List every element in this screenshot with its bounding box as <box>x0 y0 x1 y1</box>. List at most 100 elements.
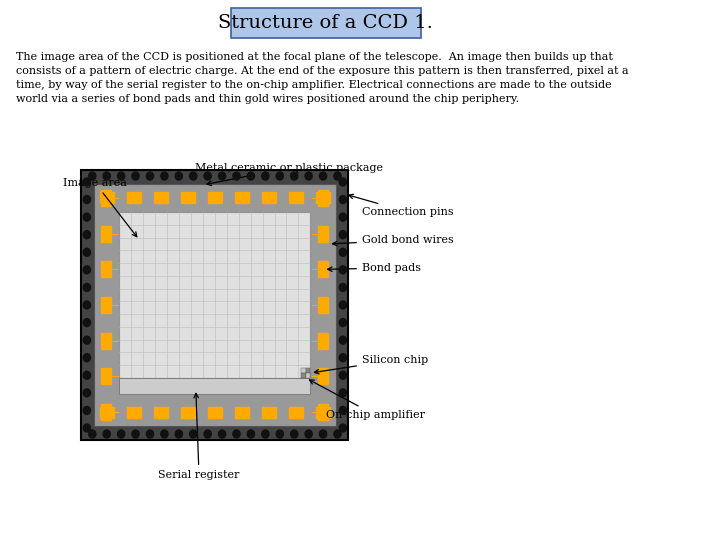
Bar <box>207 192 222 203</box>
Circle shape <box>233 172 240 180</box>
Text: Silicon chip: Silicon chip <box>315 355 428 374</box>
Circle shape <box>89 430 96 438</box>
Text: Connection pins: Connection pins <box>348 194 454 217</box>
Circle shape <box>339 195 346 204</box>
Bar <box>301 373 306 378</box>
Bar <box>318 368 328 384</box>
Circle shape <box>276 172 284 180</box>
Circle shape <box>189 172 197 180</box>
Bar <box>102 333 112 349</box>
Circle shape <box>339 284 346 292</box>
Bar <box>102 368 112 384</box>
Bar <box>318 333 328 349</box>
Bar <box>289 407 303 418</box>
Circle shape <box>334 430 341 438</box>
Text: On-chip amplifier: On-chip amplifier <box>310 380 425 420</box>
Circle shape <box>339 407 346 414</box>
Text: Bond pads: Bond pads <box>328 263 421 273</box>
Circle shape <box>339 372 346 379</box>
Circle shape <box>117 430 125 438</box>
Bar <box>318 226 328 242</box>
Circle shape <box>103 430 110 438</box>
Bar <box>316 407 330 418</box>
Text: Metal,ceramic or plastic package: Metal,ceramic or plastic package <box>194 163 382 186</box>
Bar <box>301 368 306 373</box>
Circle shape <box>146 172 153 180</box>
Circle shape <box>218 430 225 438</box>
Bar <box>181 192 195 203</box>
Circle shape <box>262 172 269 180</box>
Circle shape <box>247 172 255 180</box>
Bar <box>99 407 114 418</box>
Bar <box>207 407 222 418</box>
Circle shape <box>84 372 91 379</box>
Bar <box>99 192 114 203</box>
Bar <box>230 8 420 38</box>
Circle shape <box>161 430 168 438</box>
Circle shape <box>175 430 182 438</box>
Bar <box>102 297 112 313</box>
Circle shape <box>84 407 91 414</box>
Bar <box>120 212 310 378</box>
Bar <box>181 407 195 418</box>
Circle shape <box>84 336 91 344</box>
Circle shape <box>84 319 91 327</box>
Circle shape <box>84 354 91 362</box>
Circle shape <box>339 178 346 186</box>
Circle shape <box>218 172 225 180</box>
Bar <box>306 373 310 378</box>
Bar <box>261 192 276 203</box>
Circle shape <box>291 430 298 438</box>
Circle shape <box>339 336 346 344</box>
Circle shape <box>339 266 346 274</box>
Bar <box>318 261 328 278</box>
Bar <box>94 184 336 426</box>
Circle shape <box>146 430 153 438</box>
Circle shape <box>84 266 91 274</box>
Bar <box>81 170 348 440</box>
Circle shape <box>320 172 327 180</box>
Circle shape <box>291 172 298 180</box>
Bar <box>102 404 112 420</box>
Circle shape <box>89 172 96 180</box>
Bar <box>235 192 249 203</box>
Circle shape <box>305 430 312 438</box>
Circle shape <box>262 430 269 438</box>
Text: The image area of the CCD is positioned at the focal plane of the telescope.  An: The image area of the CCD is positioned … <box>17 52 629 104</box>
Circle shape <box>339 301 346 309</box>
Circle shape <box>84 389 91 397</box>
Bar <box>289 192 303 203</box>
Bar <box>153 192 168 203</box>
Circle shape <box>339 231 346 239</box>
Bar <box>318 297 328 313</box>
Circle shape <box>84 231 91 239</box>
Circle shape <box>132 172 139 180</box>
Circle shape <box>84 248 91 256</box>
Circle shape <box>334 172 341 180</box>
Circle shape <box>189 430 197 438</box>
Circle shape <box>84 424 91 432</box>
Bar <box>318 190 328 206</box>
Circle shape <box>204 430 211 438</box>
Bar <box>153 407 168 418</box>
Bar <box>316 192 330 203</box>
Circle shape <box>247 430 255 438</box>
Circle shape <box>103 172 110 180</box>
Circle shape <box>161 172 168 180</box>
Text: Image area: Image area <box>63 178 137 237</box>
Circle shape <box>339 213 346 221</box>
Circle shape <box>175 172 182 180</box>
Circle shape <box>84 195 91 204</box>
Circle shape <box>132 430 139 438</box>
Circle shape <box>84 178 91 186</box>
Circle shape <box>339 319 346 327</box>
Bar <box>102 261 112 278</box>
Circle shape <box>339 389 346 397</box>
Circle shape <box>84 213 91 221</box>
Bar <box>127 407 141 418</box>
Circle shape <box>339 354 346 362</box>
Bar <box>235 407 249 418</box>
Bar <box>261 407 276 418</box>
Circle shape <box>320 430 327 438</box>
Circle shape <box>117 172 125 180</box>
